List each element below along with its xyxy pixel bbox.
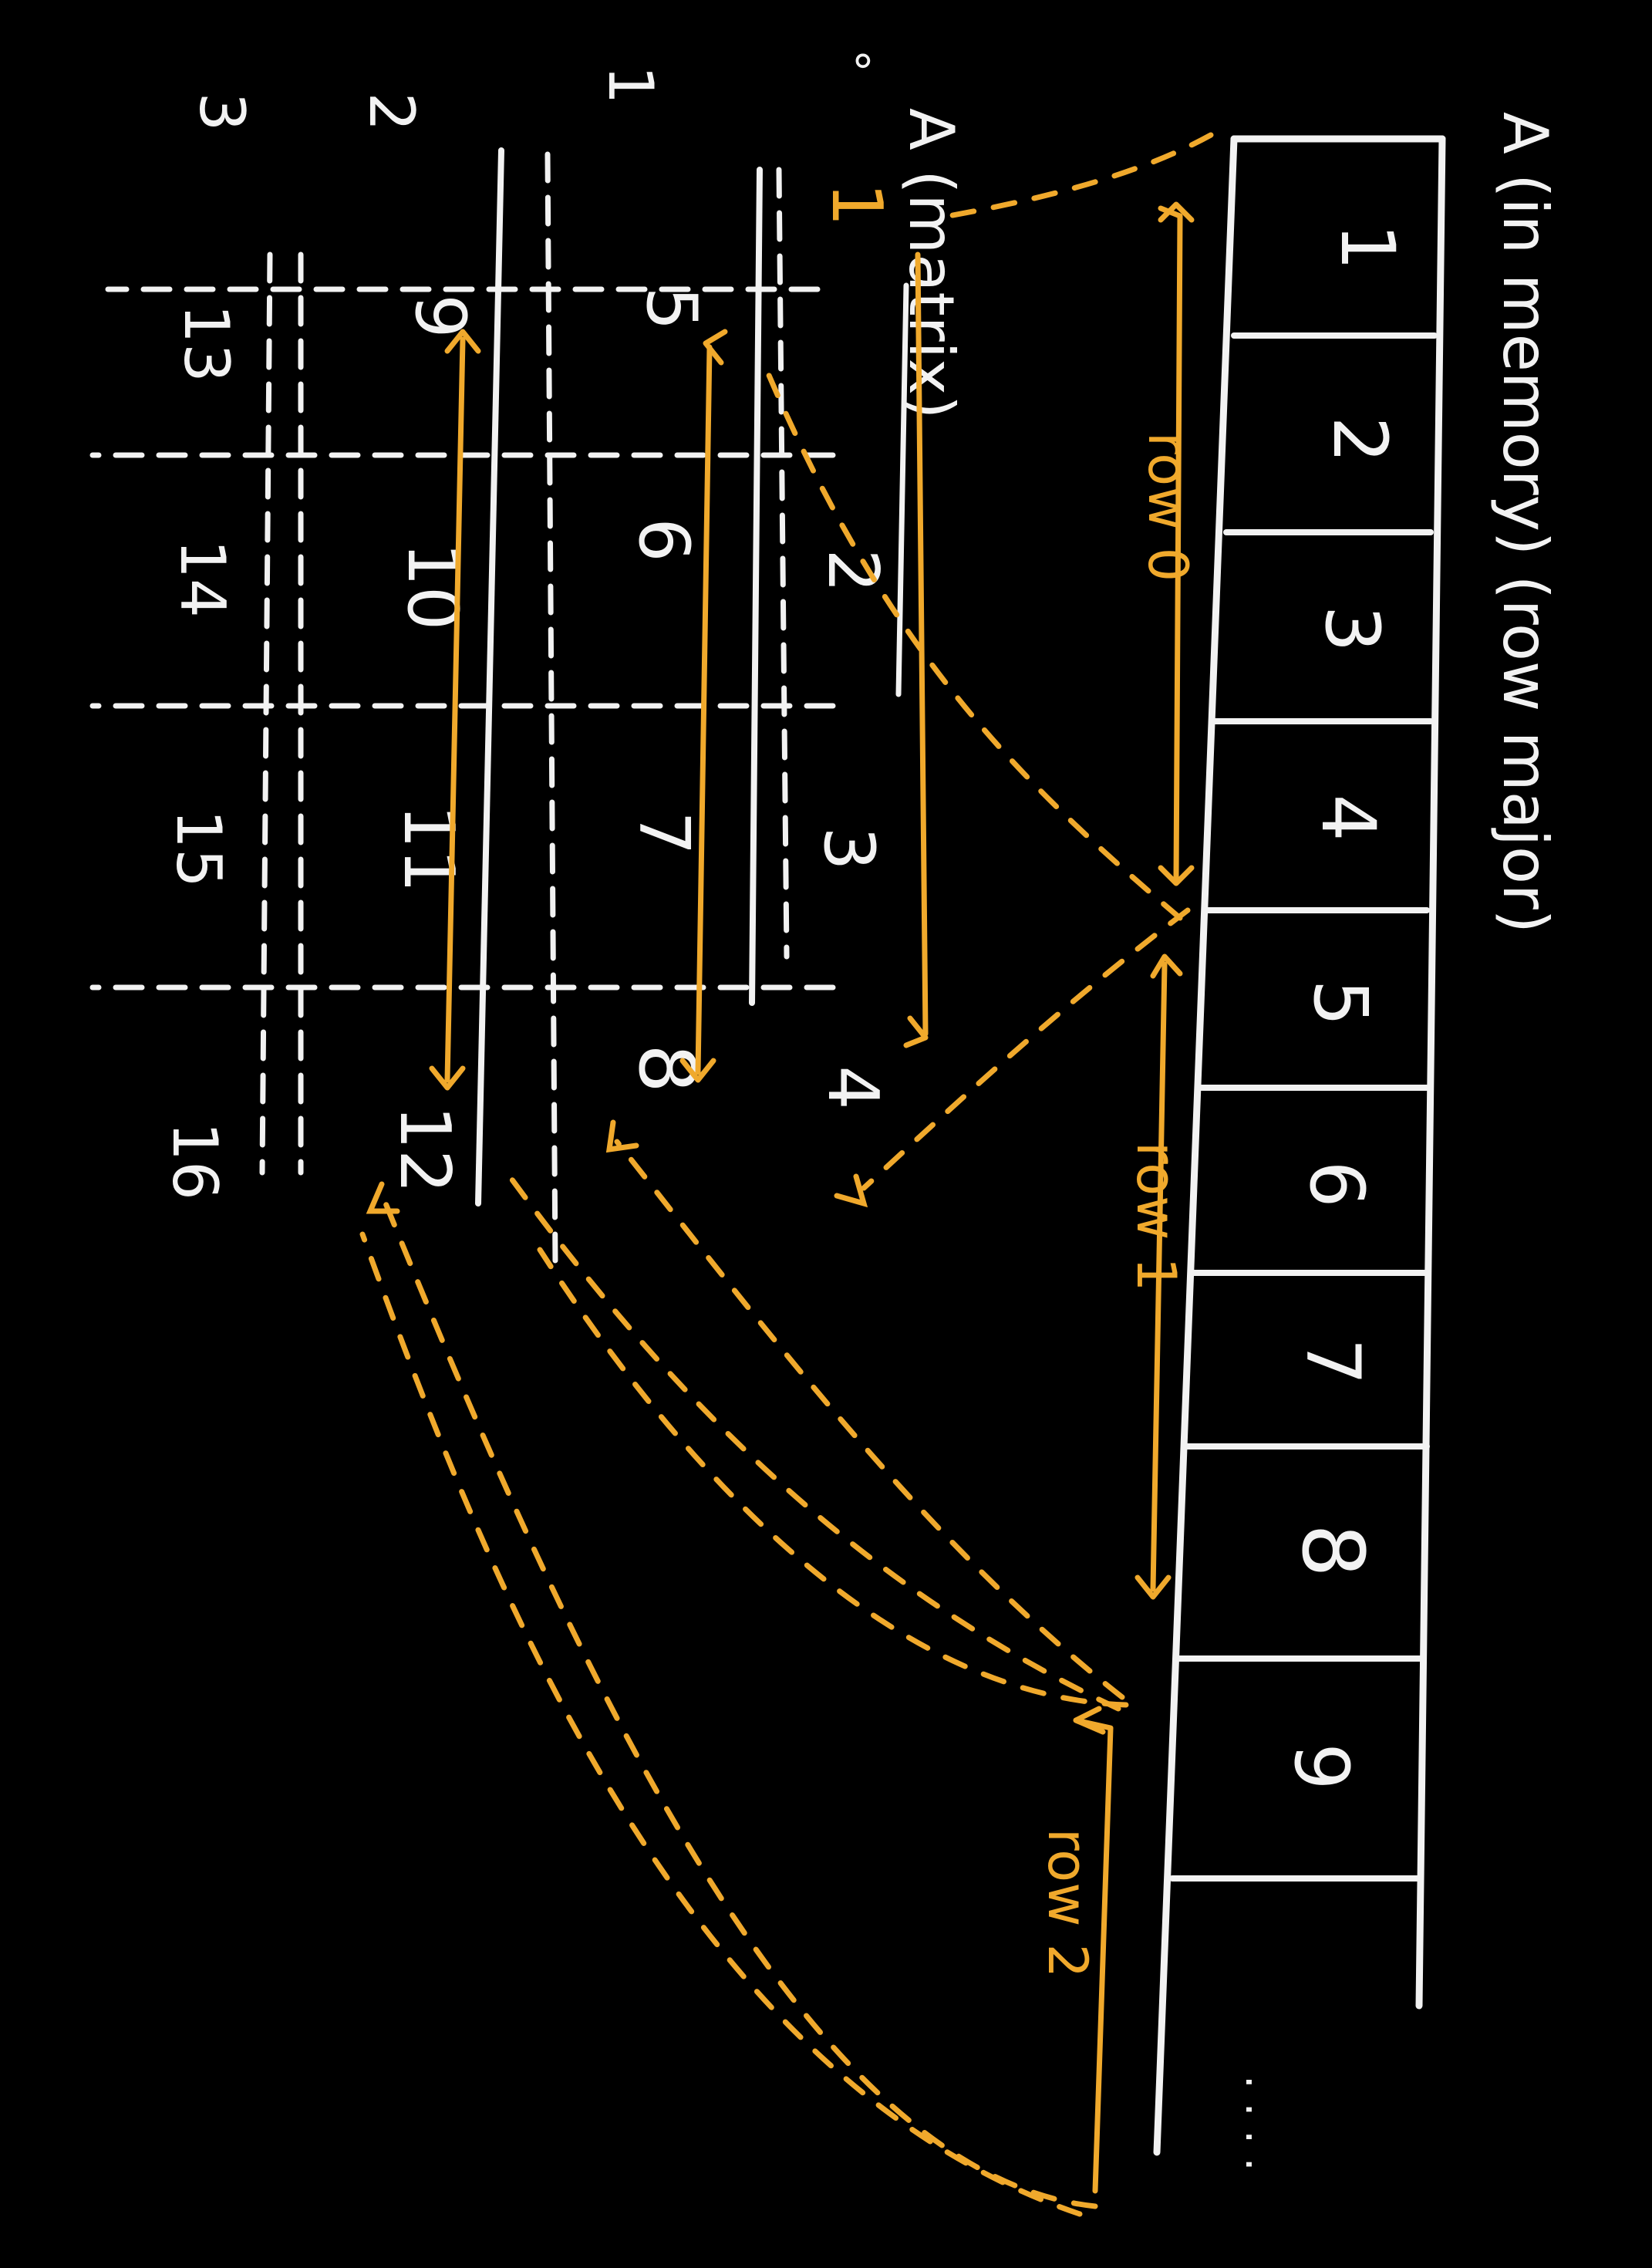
memory-cells: 1 2 3 4 5 6 7 8 9 xyxy=(1278,223,1411,1790)
matrix-cell: 5 xyxy=(631,286,712,330)
matrix-marker: ∘ xyxy=(837,46,891,76)
matrix-cell: 12 xyxy=(384,1105,465,1194)
matrix-index: 1 2 3 xyxy=(186,66,666,132)
matrix-cell: 3 xyxy=(808,826,889,870)
index-label: 2 xyxy=(356,93,427,132)
mapping-arrowheads xyxy=(366,1119,868,1214)
memory-cell: 7 xyxy=(1290,1338,1376,1385)
matrix-cell: 13 xyxy=(170,304,242,383)
matrix-cell: 1 xyxy=(816,182,897,226)
matrix-cell: 7 xyxy=(623,811,704,855)
matrix-cell: 15 xyxy=(163,809,234,888)
matrix-cells: 1 2 3 4 5 6 7 8 9 10 11 12 13 14 15 16 xyxy=(159,182,897,1200)
memory-cell: 3 xyxy=(1309,605,1395,652)
memory-cell: 4 xyxy=(1305,794,1391,841)
memory-cell: 9 xyxy=(1278,1743,1364,1790)
matrix-label: A (matrix) xyxy=(895,108,967,419)
matrix-row-brackets xyxy=(429,251,929,1091)
matrix-cell: 16 xyxy=(159,1122,231,1200)
index-label: 3 xyxy=(186,93,258,132)
memory-title: A (in memory) (row major) xyxy=(1489,112,1561,933)
row-label-0: row 0 xyxy=(1136,432,1199,582)
matrix-cell: 11 xyxy=(388,805,469,893)
memory-cell: 8 xyxy=(1283,1524,1382,1578)
matrix-grid-solid xyxy=(475,147,763,1207)
matrix-cell: 2 xyxy=(812,548,893,592)
memory-ellipsis: · · · · xyxy=(1223,2075,1273,2172)
memory-cell: 5 xyxy=(1297,979,1384,1026)
matrix-cell: 9 xyxy=(400,294,480,338)
index-label: 1 xyxy=(595,66,666,105)
matrix-cell: 14 xyxy=(167,539,238,618)
matrix-cell: 4 xyxy=(812,1065,893,1109)
memory-cell-dividers xyxy=(1169,332,1438,1882)
row-label-1: row 1 xyxy=(1124,1142,1188,1291)
matrix-cell: 6 xyxy=(623,518,704,562)
row-brackets xyxy=(1073,201,1195,2194)
memory-strip: · · · · xyxy=(1153,135,1446,2172)
memory-cell: 1 xyxy=(1324,223,1411,270)
row-label-2: row 2 xyxy=(1036,1828,1099,1978)
memory-cell: 2 xyxy=(1317,416,1403,463)
mapping-arrows xyxy=(359,132,1214,2217)
matrix-white-bracket xyxy=(895,282,909,697)
memory-cell: 6 xyxy=(1293,1160,1380,1207)
